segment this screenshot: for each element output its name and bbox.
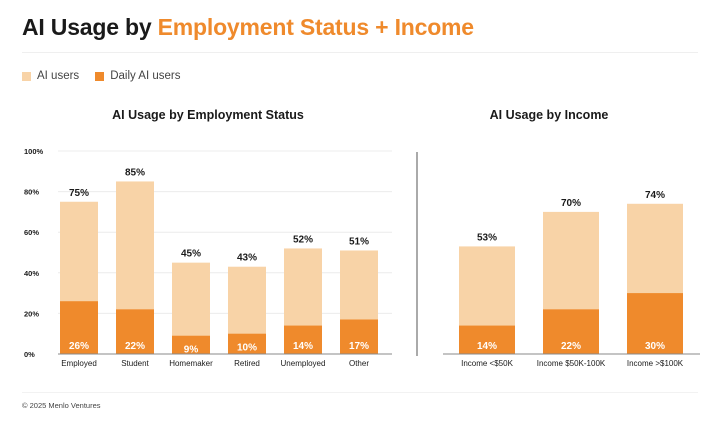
data-label-daily-ai-users: 26% bbox=[69, 341, 89, 352]
data-label-daily-ai-users: 22% bbox=[561, 341, 581, 352]
data-label-daily-ai-users: 10% bbox=[237, 343, 257, 354]
legend-item-ai-users: AI users bbox=[22, 70, 79, 82]
y-tick-label: 60% bbox=[24, 228, 39, 237]
legend-item-daily-ai-users: Daily AI users bbox=[95, 70, 181, 82]
data-label-daily-ai-users: 14% bbox=[477, 341, 497, 352]
y-tick-label: 80% bbox=[24, 188, 39, 197]
data-label-daily-ai-users: 9% bbox=[184, 345, 199, 356]
footer-divider bbox=[22, 392, 698, 393]
data-label-ai-users: 75% bbox=[69, 188, 89, 199]
y-tick-label: 0% bbox=[24, 350, 35, 359]
legend-label-daily-ai-users: Daily AI users bbox=[110, 70, 181, 82]
legend-swatch-ai-users bbox=[22, 71, 31, 81]
bar-daily-ai-users bbox=[172, 335, 210, 354]
y-tick-label: 100% bbox=[24, 147, 44, 156]
bar-daily-ai-users bbox=[60, 301, 98, 354]
y-tick-label: 20% bbox=[24, 309, 39, 318]
data-label-ai-users: 53% bbox=[477, 232, 497, 243]
data-label-ai-users: 74% bbox=[645, 190, 665, 201]
data-label-ai-users: 70% bbox=[561, 198, 581, 209]
footer-copyright: © 2025 Menlo Ventures bbox=[22, 401, 101, 410]
x-tick-label: Homemaker bbox=[169, 359, 213, 368]
y-tick-label: 40% bbox=[24, 269, 39, 278]
legend: AI users Daily AI users bbox=[22, 70, 181, 82]
x-tick-label: Income $50K-100K bbox=[537, 359, 606, 368]
data-label-ai-users: 52% bbox=[293, 234, 313, 245]
x-tick-label: Other bbox=[349, 359, 369, 368]
bar-daily-ai-users bbox=[228, 333, 266, 354]
data-label-ai-users: 85% bbox=[125, 167, 145, 178]
data-label-ai-users: 43% bbox=[237, 253, 257, 264]
x-tick-label: Unemployed bbox=[281, 359, 326, 368]
bar-daily-ai-users bbox=[340, 319, 378, 354]
bar-daily-ai-users bbox=[116, 309, 154, 354]
legend-swatch-daily-ai-users bbox=[95, 71, 105, 81]
x-tick-label: Employed bbox=[61, 359, 97, 368]
bar-daily-ai-users bbox=[459, 325, 515, 354]
x-tick-label: Income >$100K bbox=[627, 359, 684, 368]
data-label-daily-ai-users: 30% bbox=[645, 341, 665, 352]
data-label-daily-ai-users: 17% bbox=[349, 341, 369, 352]
data-label-daily-ai-users: 22% bbox=[125, 341, 145, 352]
title-part1: AI Usage by bbox=[22, 14, 158, 40]
chart-title-0: AI Usage by Employment Status bbox=[112, 108, 304, 122]
bar-daily-ai-users bbox=[627, 293, 683, 354]
bar-daily-ai-users bbox=[543, 309, 599, 354]
x-tick-label: Student bbox=[121, 359, 149, 368]
bar-daily-ai-users bbox=[284, 325, 322, 354]
legend-label-ai-users: AI users bbox=[37, 70, 80, 82]
data-label-daily-ai-users: 14% bbox=[293, 341, 313, 352]
x-tick-label: Retired bbox=[234, 359, 260, 368]
data-label-ai-users: 51% bbox=[349, 236, 369, 247]
x-tick-label: Income <$50K bbox=[461, 359, 513, 368]
divider bbox=[22, 52, 698, 53]
chart-title-1: AI Usage by Income bbox=[490, 108, 609, 122]
page-title: AI Usage by Employment Status + Income bbox=[22, 14, 474, 41]
title-part2: Employment Status + Income bbox=[157, 14, 474, 40]
data-label-ai-users: 45% bbox=[181, 249, 201, 260]
